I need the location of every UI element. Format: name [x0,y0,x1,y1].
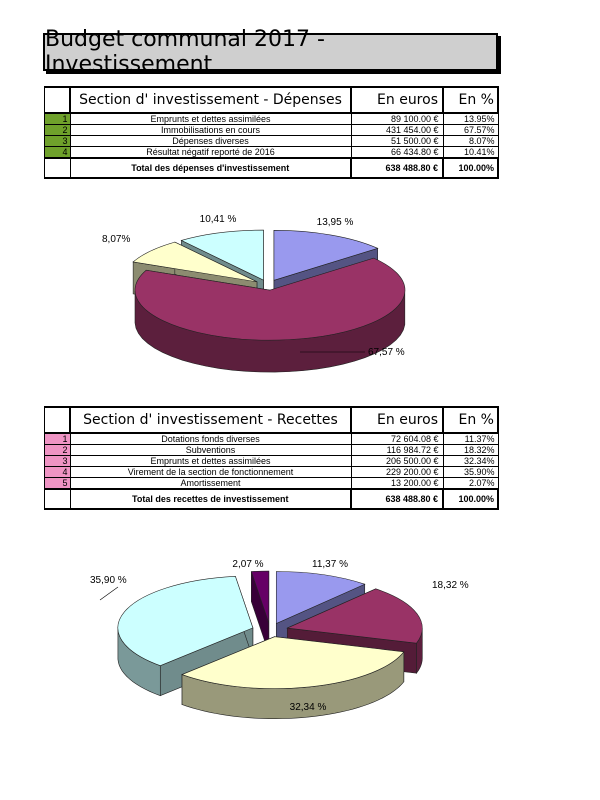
data-label: 35,90 % [90,575,127,586]
row-amount: 89 100.00 € [350,112,444,125]
recettes-euros-header: En euros [350,406,444,434]
table-row: 2 Subventions 116 984.72 € 18.32% [44,444,499,456]
row-number: 3 [44,455,71,467]
label-leader-line [99,586,119,601]
total-num-cell [44,488,71,510]
recettes-header-row: Section d' investissement - Recettes En … [44,406,499,434]
row-pct: 32.34% [442,455,499,467]
depenses-table: Section d' investissement - Dépenses En … [44,86,499,179]
row-pct: 11.37% [442,432,499,445]
row-amount: 116 984.72 € [350,444,444,456]
row-label: Subventions [69,444,352,456]
row-pct: 35.90% [442,466,499,478]
row-label: Immobilisations en cours [69,124,352,136]
row-pct: 13.95% [442,112,499,125]
row-pct: 67.57% [442,124,499,136]
depenses-section-header: Section d' investissement - Dépenses [69,86,352,114]
row-number: 4 [44,466,71,478]
table-row: 5 Amortissement 13 200.00 € 2.07% [44,477,499,490]
table-row: 1 Dotations fonds diverses 72 604.08 € 1… [44,432,499,445]
row-label: Dépenses diverses [69,135,352,147]
row-label: Emprunts et dettes assimilées [69,112,352,125]
table-row: 4 Virement de la section de fonctionneme… [44,466,499,478]
recettes-pie-chart: 11,37 % 18,32 % 32,34 % 35,90 % 2,07 % [90,559,469,719]
data-label: 2,07 % [232,559,263,570]
row-number: 1 [44,112,71,125]
row-pct: 8.07% [442,135,499,147]
total-amount: 638 488.80 € [350,157,444,179]
row-amount: 51 500.00 € [350,135,444,147]
data-label: 67,57 % [368,347,405,358]
table-row: 3 Dépenses diverses 51 500.00 € 8.07% [44,135,499,147]
recettes-pct-header: En % [442,406,499,434]
row-number: 5 [44,477,71,490]
table-row: 2 Immobilisations en cours 431 454.00 € … [44,124,499,136]
data-label: 10,41 % [200,214,237,225]
row-amount: 431 454.00 € [350,124,444,136]
total-pct: 100.00% [442,157,499,179]
row-label: Emprunts et dettes assimilées [69,455,352,467]
total-label: Total des recettes de investissement [69,488,352,510]
depenses-pie-chart: 13,95 % 67,57 % 8,07% 10,41 % [102,214,406,373]
row-label: Résultat négatif reporté de 2016 [69,146,352,159]
data-label: 11,37 % [312,559,348,570]
row-amount: 66 434.80 € [350,146,444,159]
row-amount: 229 200.00 € [350,466,444,478]
row-label: Dotations fonds diverses [69,432,352,445]
page-title: Budget communal 2017 - Investissement [43,27,498,77]
row-amount: 206 500.00 € [350,455,444,467]
total-num-cell [44,157,71,179]
table-row: 3 Emprunts et dettes assimilées 206 500.… [44,455,499,467]
pie-slice-3 [181,636,405,719]
row-pct: 2.07% [442,477,499,490]
row-number: 4 [44,146,71,159]
data-label: 8,07% [102,234,130,245]
data-label: 18,32 % [432,580,469,591]
depenses-header-row: Section d' investissement - Dépenses En … [44,86,499,114]
data-label: 13,95 % [317,217,354,228]
row-amount: 72 604.08 € [350,432,444,445]
recettes-total-row: Total des recettes de investissement 638… [44,488,499,510]
header-num-cell [44,86,71,114]
row-pct: 10.41% [442,146,499,159]
pie-slice-2 [134,257,406,373]
row-number: 2 [44,444,71,456]
total-amount: 638 488.80 € [350,488,444,510]
row-number: 2 [44,124,71,136]
recettes-table: Section d' investissement - Recettes En … [44,406,499,510]
table-row: 4 Résultat négatif reporté de 2016 66 43… [44,146,499,159]
table-row: 1 Emprunts et dettes assimilées 89 100.0… [44,112,499,125]
total-label: Total des dépenses d'investissement [69,157,352,179]
pie-slice-5 [250,570,270,654]
depenses-pct-header: En % [442,86,499,114]
depenses-total-row: Total des dépenses d'investissement 638 … [44,157,499,179]
data-label: 32,34 % [290,702,327,713]
recettes-section-header: Section d' investissement - Recettes [69,406,352,434]
row-amount: 13 200.00 € [350,477,444,490]
row-number: 1 [44,432,71,445]
row-label: Virement de la section de fonctionnement [69,466,352,478]
header-num-cell [44,406,71,434]
depenses-euros-header: En euros [350,86,444,114]
total-pct: 100.00% [442,488,499,510]
row-label: Amortissement [69,477,352,490]
row-number: 3 [44,135,71,147]
row-pct: 18.32% [442,444,499,456]
